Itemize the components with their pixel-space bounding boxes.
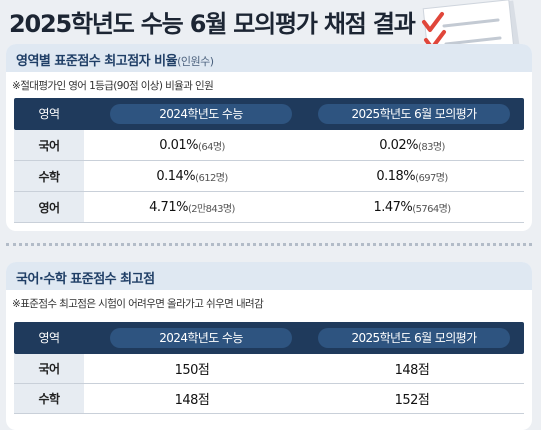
section-divider (6, 243, 532, 246)
row-subject: 국어 (14, 354, 84, 383)
max-score-card-title: 국어·수학 표준점수 최고점 (16, 272, 155, 287)
pct: 0.02% (379, 137, 419, 153)
pct: 0.01% (159, 137, 199, 153)
table-row: 국어 0.01% (64명) 0.02% (83명) (14, 130, 524, 161)
count: (2만843명) (187, 203, 235, 215)
ratio-table: 영역 2024학년도 수능 2025학년도 6월 모의평가 국어 0.01% (6… (14, 98, 524, 223)
table-row: 국어 150점 148점 (14, 354, 524, 384)
count: (83명) (418, 141, 445, 153)
row-subject: 수학 (14, 384, 84, 413)
ratio-title-text: 영역별 표준점수 최고점자 비율 (16, 54, 178, 69)
table-row: 수학 0.14% (612명) 0.18% (697명) (14, 161, 524, 192)
value-2025: 148점 (394, 363, 430, 378)
col-2025: 2025학년도 6월 모의평가 (318, 328, 510, 348)
row-subject: 국어 (14, 130, 84, 160)
value-2025: 1.47% (5764명) (300, 192, 524, 222)
count: (5764명) (412, 203, 451, 215)
ratio-card-header: 영역별 표준점수 최고점자 비율(인원수) (6, 44, 532, 72)
ratio-card: 영역별 표준점수 최고점자 비율(인원수) ※절대평가인 영어 1등급(90점 … (6, 44, 532, 231)
value-2024: 0.01% (64명) (84, 130, 300, 160)
page-title: 2025학년도 수능 6월 모의평가 채점 결과 (9, 10, 416, 38)
max-score-table: 영역 2024학년도 수능 2025학년도 6월 모의평가 국어 150점 14… (14, 322, 524, 414)
pct: 4.71% (149, 199, 188, 215)
count: (64명) (198, 141, 225, 153)
value-2024: 0.14% (612명) (84, 161, 300, 191)
row-subject: 영어 (14, 192, 84, 222)
pct: 0.18% (376, 168, 416, 184)
ratio-note: ※절대평가인 영어 1등급(90점 이상) 비율과 인원 (12, 80, 214, 92)
value-2025: 0.02% (83명) (300, 130, 524, 160)
max-score-card: 국어·수학 표준점수 최고점 ※표준점수 최고점은 시험이 어려우면 올라가고 … (6, 262, 532, 430)
value-2024: 4.71% (2만843명) (84, 192, 300, 222)
max-score-table-header: 영역 2024학년도 수능 2025학년도 6월 모의평가 (14, 322, 524, 354)
table-row: 수학 148점 152점 (14, 384, 524, 414)
col-2024: 2024학년도 수능 (110, 104, 292, 124)
max-score-note: ※표준점수 최고점은 시험이 어려우면 올라가고 쉬우면 내려감 (12, 298, 264, 310)
ratio-card-title: 영역별 표준점수 최고점자 비율(인원수) (16, 50, 214, 69)
ratio-title-sub: (인원수) (177, 55, 214, 68)
col-subject: 영역 (38, 331, 60, 345)
max-score-card-header: 국어·수학 표준점수 최고점 (6, 262, 532, 290)
value-2024: 148점 (174, 393, 210, 408)
col-2024: 2024학년도 수능 (110, 328, 292, 348)
col-subject: 영역 (38, 107, 60, 121)
ratio-table-header: 영역 2024학년도 수능 2025학년도 6월 모의평가 (14, 98, 524, 130)
count: (697명) (415, 172, 448, 184)
col-2025: 2025학년도 6월 모의평가 (318, 104, 510, 124)
value-2024: 150점 (174, 363, 210, 378)
row-subject: 수학 (14, 161, 84, 191)
value-2025: 0.18% (697명) (300, 161, 524, 191)
count: (612명) (195, 172, 228, 184)
value-2025: 152점 (394, 393, 430, 408)
pct: 0.14% (156, 168, 196, 184)
table-row: 영어 4.71% (2만843명) 1.47% (5764명) (14, 192, 524, 223)
pct: 1.47% (373, 199, 413, 215)
